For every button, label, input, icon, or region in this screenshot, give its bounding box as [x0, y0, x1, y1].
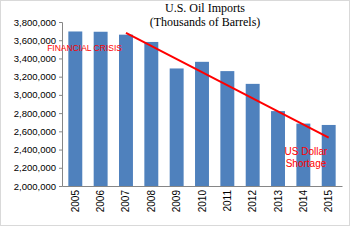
y-tick: 2,200,000 — [14, 162, 62, 173]
y-tick-mark — [59, 150, 62, 151]
y-tick-label: 3,200,000 — [14, 71, 56, 82]
x-tick: 2014 — [298, 190, 309, 213]
chart-border — [1, 1, 350, 226]
y-tick-label: 2,800,000 — [14, 108, 56, 119]
x-tick-label: 2006 — [95, 190, 106, 213]
x-tick: 2009 — [171, 190, 182, 213]
x-tick-label: 2007 — [120, 190, 131, 213]
y-tick-label: 2,200,000 — [14, 162, 56, 173]
bar — [119, 35, 133, 186]
x-tick: 2012 — [247, 190, 258, 213]
x-tick: 2007 — [120, 190, 131, 213]
y-tick-mark — [59, 40, 62, 41]
annotation: FINANCIAL CRISIS — [47, 43, 122, 53]
x-axis-line — [63, 186, 343, 187]
x-tick-label: 2010 — [197, 190, 208, 213]
y-tick-mark — [59, 95, 62, 96]
y-tick: 3,000,000 — [14, 89, 62, 100]
bar — [271, 111, 285, 186]
annotation: US Dollar — [285, 146, 328, 157]
y-tick-label: 3,800,000 — [14, 17, 56, 28]
y-tick-label: 2,600,000 — [14, 126, 56, 137]
x-tick: 2010 — [197, 190, 208, 213]
y-tick-mark — [59, 22, 62, 23]
x-tick: 2006 — [95, 190, 106, 213]
x-tick-label: 2011 — [222, 190, 233, 212]
y-tick-mark — [59, 113, 62, 114]
bar — [68, 31, 82, 186]
y-tick-label: 3,000,000 — [14, 89, 56, 100]
y-tick-mark — [59, 168, 62, 169]
bar — [94, 32, 108, 186]
annotation: Shortage — [286, 158, 327, 169]
subtitle: (Thousands of Barrels) — [150, 15, 261, 29]
x-tick: 2008 — [146, 190, 157, 213]
annotations: FINANCIAL CRISIS US DollarShortage — [47, 43, 328, 169]
y-tick-label: 2,400,000 — [14, 144, 56, 155]
x-tick-label: 2008 — [146, 190, 157, 213]
y-tick: 2,400,000 — [14, 144, 62, 155]
x-tick-label: 2005 — [70, 190, 81, 213]
y-tick-mark — [59, 131, 62, 132]
x-tick-label: 2015 — [323, 190, 334, 213]
x-tick: 2005 — [70, 190, 81, 213]
title: U.S. Oil Imports — [165, 1, 245, 15]
y-tick-mark — [59, 77, 62, 78]
y-tick-mark — [59, 58, 62, 59]
y-tick: 2,600,000 — [14, 126, 62, 137]
x-tick: 2011 — [222, 190, 233, 212]
bar — [195, 62, 209, 186]
x-tick-label: 2009 — [171, 190, 182, 213]
plot-area — [68, 31, 335, 186]
y-tick: 3,400,000 — [14, 53, 62, 64]
x-tick-label: 2012 — [247, 190, 258, 213]
y-tick: 3,200,000 — [14, 71, 62, 82]
trend-line — [126, 33, 329, 138]
y-tick: 2,000,000 — [14, 181, 62, 192]
y-tick: 3,800,000 — [14, 17, 62, 28]
bar — [170, 68, 184, 186]
y-tick-label: 3,400,000 — [14, 53, 56, 64]
x-tick: 2013 — [273, 190, 284, 213]
y-tick-label: 2,000,000 — [14, 181, 56, 192]
x-tick-label: 2013 — [273, 190, 284, 213]
y-tick: 2,800,000 — [14, 108, 62, 119]
x-axis: 2005 2006 2007 2008 2009 2010 2011 2012 2013 2014… — [63, 187, 343, 213]
bar — [144, 42, 158, 186]
chart: U.S. Oil Imports(Thousands of Barrels) 2,… — [0, 0, 350, 226]
x-tick-label: 2014 — [298, 190, 309, 213]
y-tick-mark — [59, 186, 62, 187]
x-tick: 2015 — [323, 190, 334, 213]
